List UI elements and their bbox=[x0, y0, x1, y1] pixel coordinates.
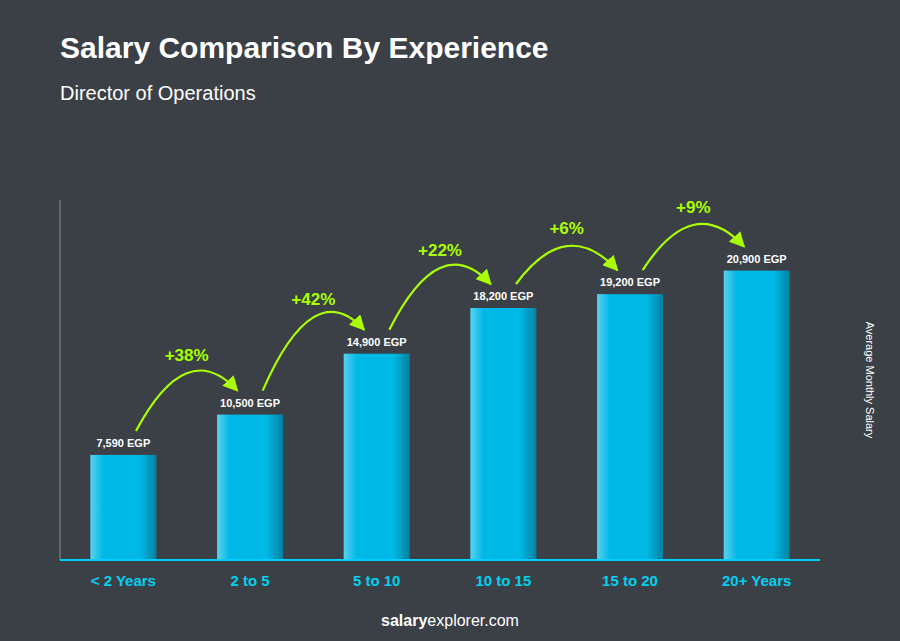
bar-shade bbox=[470, 308, 536, 560]
bar bbox=[724, 271, 790, 560]
change-arrow bbox=[516, 246, 617, 284]
x-tick-label: 2 to 5 bbox=[230, 572, 269, 589]
subtitle: Director of Operations bbox=[60, 82, 256, 104]
bar bbox=[217, 415, 283, 560]
bar-shade bbox=[217, 415, 283, 560]
change-label: +9% bbox=[676, 198, 711, 217]
change-label: +6% bbox=[549, 219, 584, 238]
x-axis-line bbox=[60, 559, 820, 561]
bar bbox=[597, 294, 663, 560]
data-label: 18,200 EGP bbox=[473, 290, 533, 302]
data-label: 14,900 EGP bbox=[347, 336, 407, 348]
change-arrow bbox=[389, 265, 490, 330]
watermark: salaryexplorer.com bbox=[381, 612, 519, 629]
x-tick-label: 5 to 10 bbox=[353, 572, 401, 589]
bar bbox=[344, 354, 410, 560]
change-label: +22% bbox=[418, 241, 462, 260]
data-label: 19,200 EGP bbox=[600, 276, 660, 288]
change-label: +38% bbox=[165, 346, 209, 365]
y-axis-label: Average Monthly Salary bbox=[864, 322, 876, 439]
bar-shade bbox=[90, 455, 156, 560]
bar-shade bbox=[724, 271, 790, 560]
y-axis-line bbox=[60, 200, 61, 560]
bar bbox=[470, 308, 536, 560]
data-label: 7,590 EGP bbox=[96, 437, 150, 449]
x-tick-label: 20+ Years bbox=[722, 572, 791, 589]
change-arrow bbox=[643, 224, 744, 270]
title: Salary Comparison By Experience bbox=[60, 31, 549, 64]
change-arrow bbox=[263, 312, 364, 391]
x-tick-label: 10 to 15 bbox=[475, 572, 531, 589]
chart: Salary Comparison By Experience Director … bbox=[0, 0, 900, 641]
data-label: 10,500 EGP bbox=[220, 397, 280, 409]
bars bbox=[90, 271, 789, 560]
bar-shade bbox=[597, 294, 663, 560]
bar-shade bbox=[344, 354, 410, 560]
watermark-normal: explorer.com bbox=[427, 612, 519, 629]
change-label: +42% bbox=[291, 290, 335, 309]
bar bbox=[90, 455, 156, 560]
x-tick-label: 15 to 20 bbox=[602, 572, 658, 589]
x-tick-label: < 2 Years bbox=[91, 572, 156, 589]
watermark-bold: salary bbox=[381, 612, 427, 629]
data-label: 20,900 EGP bbox=[727, 253, 787, 265]
change-arrow bbox=[136, 370, 237, 430]
